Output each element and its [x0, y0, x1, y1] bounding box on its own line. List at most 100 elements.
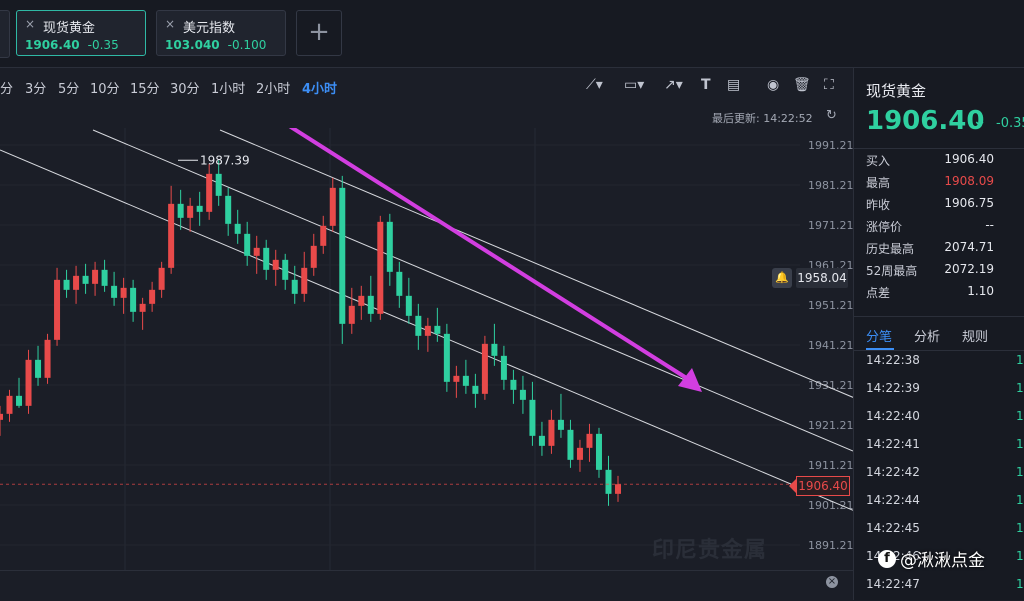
candle-body — [16, 395, 23, 406]
tf-1h[interactable]: 1小时 — [211, 82, 246, 97]
row-key: 买入 — [866, 154, 891, 168]
quote-row: 昨收 1906.75 — [866, 196, 1024, 214]
y-tick-label: 1911.21 — [808, 459, 853, 472]
candle-body — [320, 225, 327, 246]
row-value: 1906.75 — [944, 196, 994, 210]
tf-4h[interactable]: 4小时 — [302, 82, 338, 97]
quote-title: 现货黄金 — [866, 82, 927, 100]
tf-30m[interactable]: 30分 — [170, 82, 200, 97]
add-tab-button[interactable]: + — [296, 10, 342, 56]
quote-panel: 现货黄金 1906.40 ↓ -0.35 买入 1906.40 最高 1908.09… — [853, 68, 1024, 600]
quote-price: 1906.40 — [866, 106, 985, 136]
row-key: 昨收 — [866, 198, 891, 212]
tf-5m[interactable]: 5分 — [58, 82, 80, 97]
line-draw-icon[interactable]: ⟋▾ — [586, 77, 603, 93]
tick-value: 1 — [1016, 549, 1024, 563]
tab-analysis[interactable]: 分析 — [914, 330, 941, 345]
current-price-label: 1906.40 — [796, 476, 850, 496]
close-tab-icon[interactable]: × — [25, 17, 36, 31]
tick-value: 1 — [1016, 465, 1024, 479]
down-arrow-icon: ↓ — [972, 110, 988, 131]
tab-ticks[interactable]: 分笔 — [866, 330, 893, 345]
candle-body — [263, 247, 270, 270]
tf-3m[interactable]: 3分 — [25, 82, 47, 97]
candle-body — [272, 259, 279, 270]
candle-body — [130, 287, 137, 312]
active-tab-underline — [866, 348, 894, 350]
arrow-icon[interactable]: ↗▾ — [664, 77, 683, 93]
candle-body — [329, 187, 336, 226]
candle-body — [149, 289, 156, 304]
quote-tab-partial[interactable] — [0, 10, 10, 58]
candle-body — [82, 275, 89, 284]
candle-body — [35, 359, 42, 378]
tab-rules[interactable]: 规则 — [962, 330, 989, 345]
candle-body — [73, 275, 80, 290]
candle-body — [348, 305, 355, 324]
bottom-bar — [0, 570, 853, 601]
candle-body — [339, 187, 346, 324]
candle-body — [538, 435, 545, 446]
tab-change: -0.100 — [227, 38, 267, 52]
divider — [854, 350, 1024, 351]
candlestick-chart[interactable]: 1991.211981.211971.211961.211951.211941.… — [0, 128, 853, 570]
tf-15m[interactable]: 15分 — [130, 82, 160, 97]
alert-bell-icon[interactable]: 🔔 — [772, 268, 792, 288]
eye-icon[interactable]: ◉ — [767, 77, 780, 93]
candle-body — [139, 303, 146, 312]
candle-body — [519, 389, 526, 400]
tf-10m[interactable]: 10分 — [90, 82, 120, 97]
y-tick-label: 1931.21 — [808, 379, 853, 392]
tick-time: 14:22:38 — [866, 353, 920, 367]
tick-value: 1 — [1016, 353, 1024, 367]
rectangle-icon[interactable]: ▭▾ — [624, 77, 645, 93]
tick-time: 14:22:47 — [866, 577, 920, 591]
tf-2h[interactable]: 2小时 — [256, 82, 291, 97]
candle-body — [291, 279, 298, 294]
candle-body — [500, 355, 507, 380]
candle-body — [54, 279, 61, 340]
tab-price: 1906.40 — [25, 38, 80, 52]
text-icon[interactable]: T — [701, 77, 711, 93]
close-tab-icon[interactable]: × — [165, 17, 176, 31]
candle-body — [120, 287, 127, 298]
candle-body — [25, 359, 32, 406]
social-watermark: @湫湫点金 — [900, 551, 985, 571]
candle-body — [206, 173, 213, 212]
tf-1m[interactable]: 分 — [0, 82, 14, 97]
candle-body — [424, 325, 431, 336]
candle-body — [187, 205, 194, 218]
candle-body — [310, 245, 317, 268]
quote-row: 历史最高 2074.71 — [866, 240, 1024, 258]
refresh-icon[interactable]: ↻ — [826, 108, 837, 123]
tick-value: 1 — [1016, 409, 1024, 423]
divider — [854, 148, 1024, 149]
candle-body — [453, 375, 460, 382]
candle-body — [434, 325, 441, 334]
y-tick-label: 1921.21 — [808, 419, 853, 432]
note-icon[interactable]: ▤ — [727, 77, 741, 93]
row-value: 1906.40 — [944, 152, 994, 166]
watermark-text: 印尼贵金属 — [652, 538, 768, 563]
quote-tab-gold[interactable]: × 现货黄金 1906.40 -0.35 — [16, 10, 146, 56]
candle-body — [510, 379, 517, 390]
candle-body — [168, 203, 175, 268]
row-key: 52周最高 — [866, 264, 918, 278]
row-value: 2074.71 — [944, 240, 994, 254]
tick-value: 1 — [1016, 577, 1024, 591]
candle-body — [595, 433, 602, 470]
candle-body — [396, 271, 403, 296]
close-panel-icon[interactable]: × — [826, 576, 838, 588]
row-value: 1908.09 — [944, 174, 994, 188]
quote-tab-usd-index[interactable]: × 美元指数 103.040 -0.100 — [156, 10, 286, 56]
tick-time: 14:22:39 — [866, 381, 920, 395]
tick-time: 14:22:40 — [866, 409, 920, 423]
divider — [854, 316, 1024, 317]
y-tick-label: 1951.21 — [808, 299, 853, 312]
candle-body — [405, 295, 412, 316]
candle-body — [244, 233, 251, 256]
trash-icon[interactable]: 🗑 — [793, 77, 811, 93]
row-value: 1.10 — [967, 284, 994, 298]
candle-body — [386, 221, 393, 272]
fullscreen-icon[interactable]: ⛶ — [824, 77, 834, 93]
